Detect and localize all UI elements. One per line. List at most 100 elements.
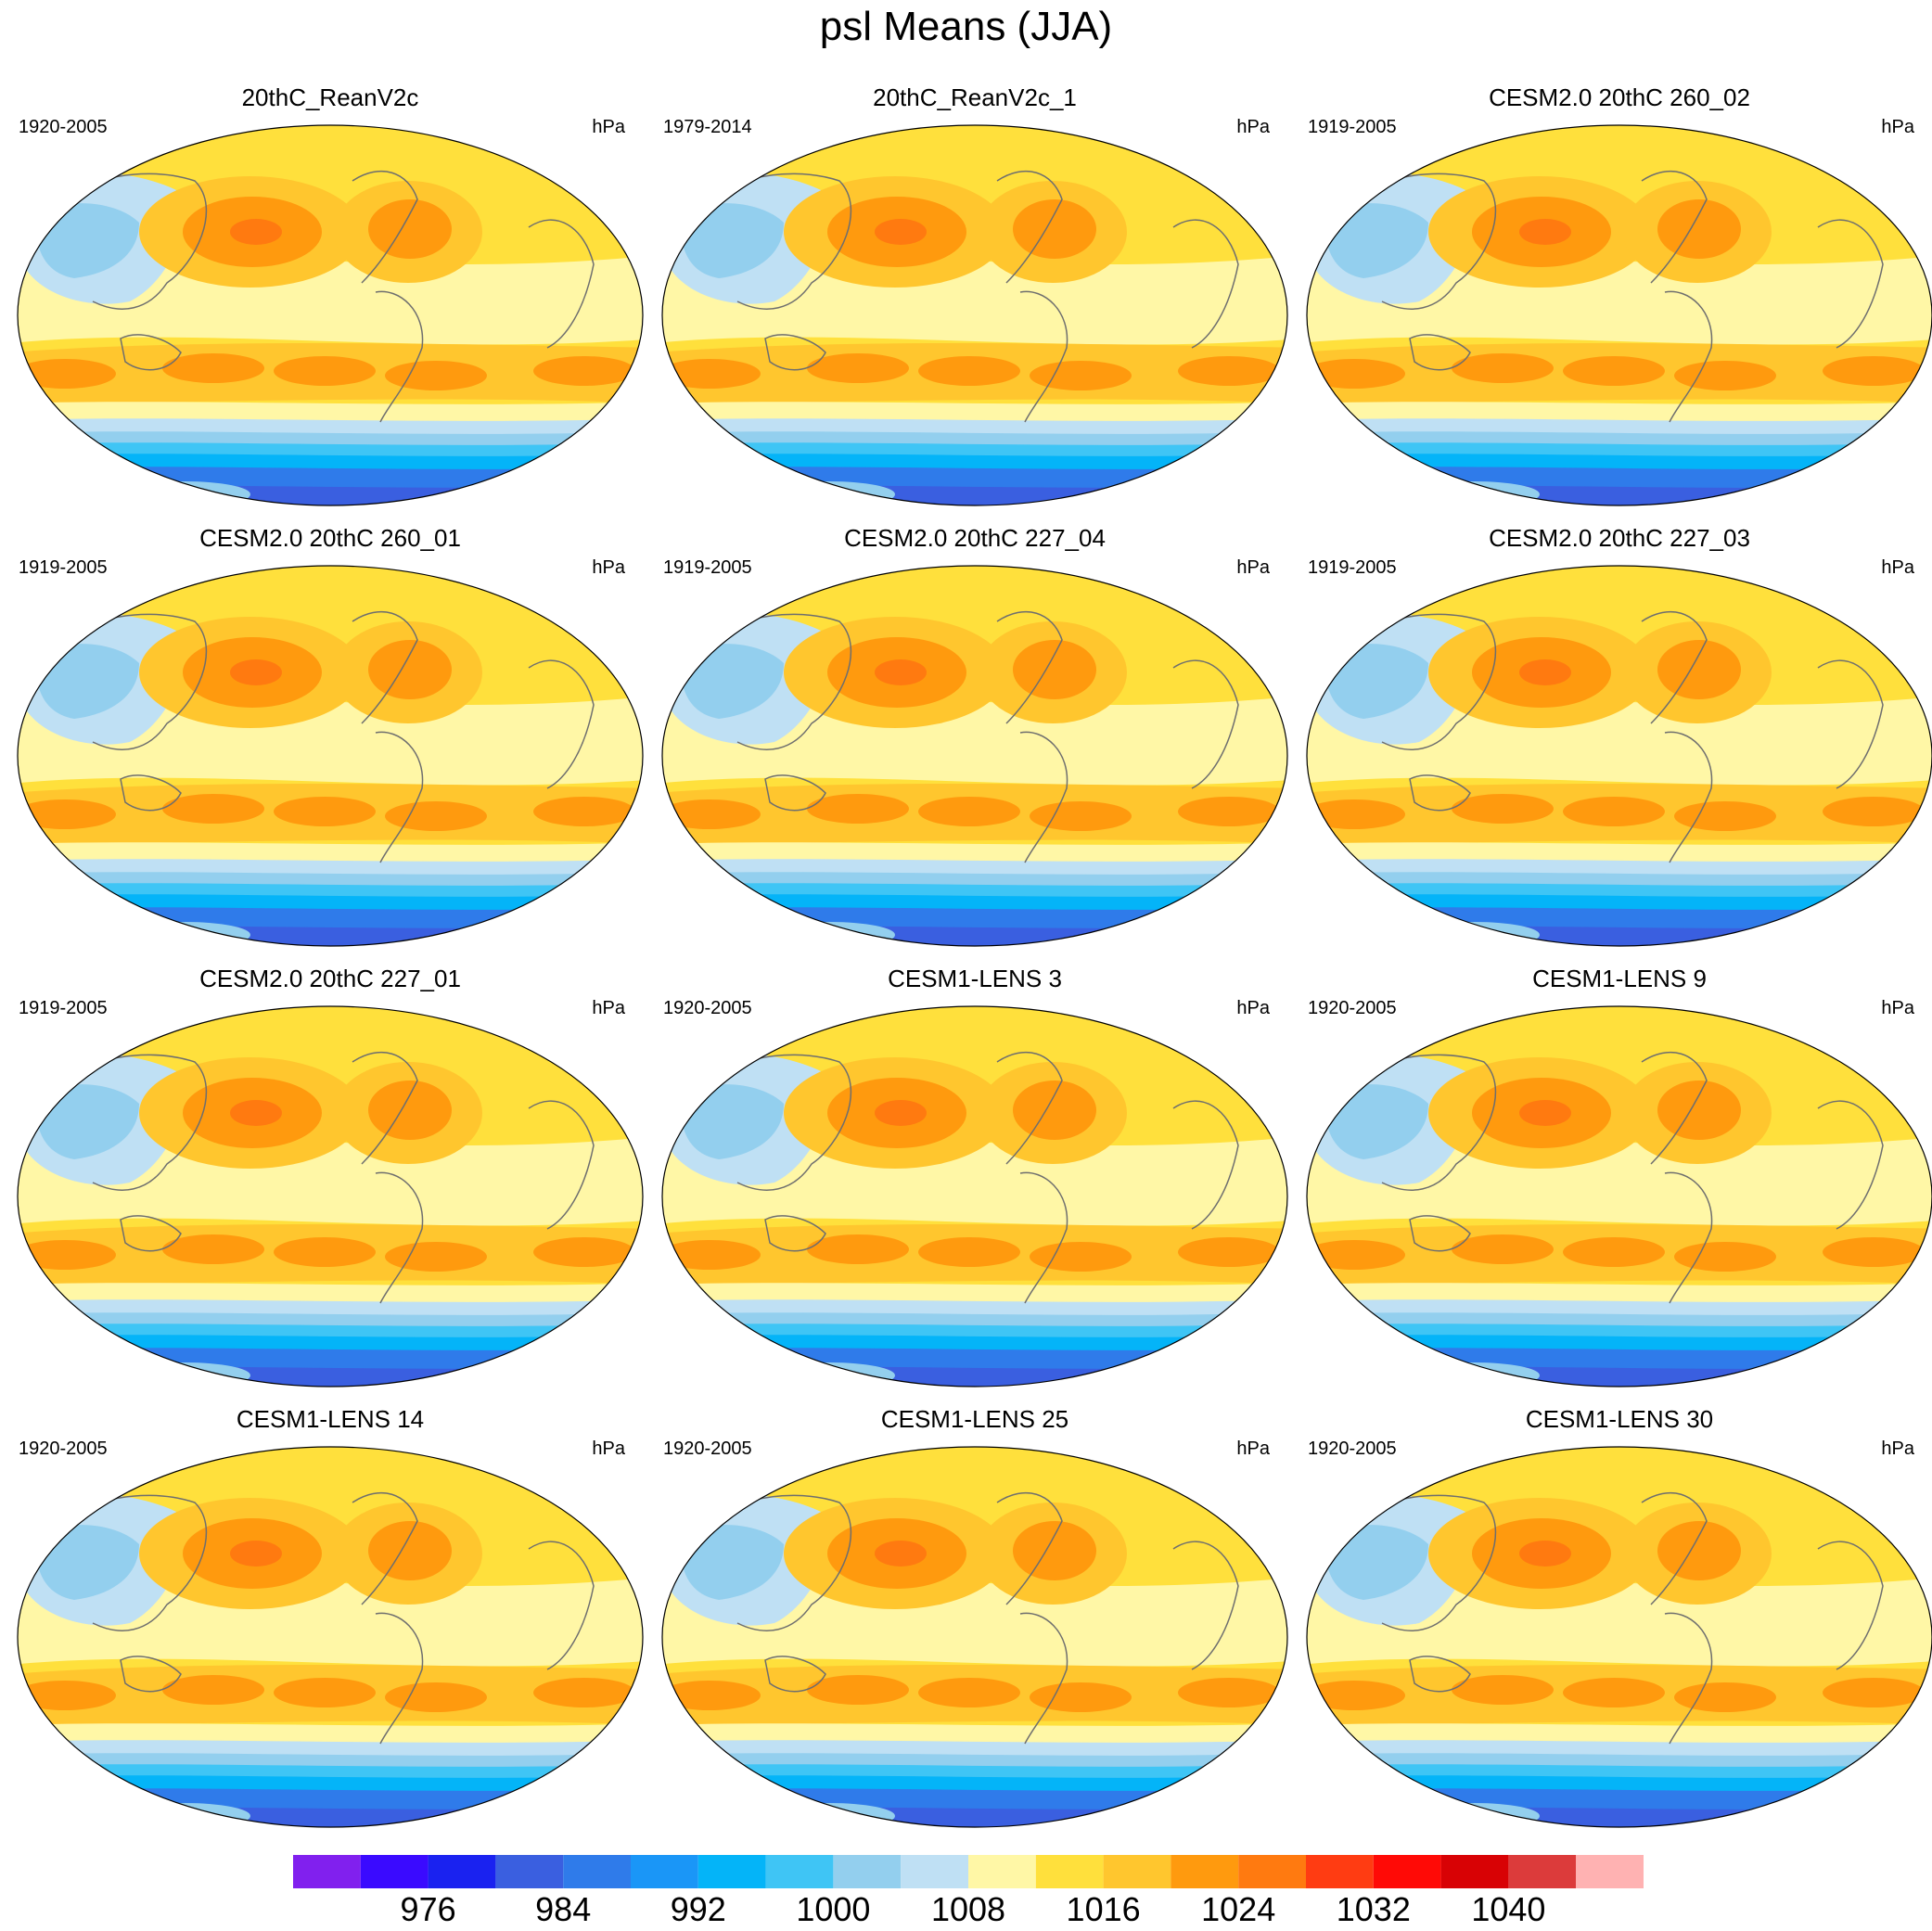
north-pacific-high-core bbox=[1519, 659, 1571, 685]
colorbar-swatch bbox=[1171, 1855, 1239, 1888]
coastline bbox=[1019, 731, 1068, 863]
map-panel: CESM2.0 20thC 227_04 1919-2005 hPa bbox=[654, 524, 1296, 960]
map-border bbox=[17, 124, 644, 506]
north-pacific-high-core bbox=[875, 1100, 927, 1126]
colorbar-swatch bbox=[833, 1855, 902, 1888]
coastline bbox=[1664, 731, 1713, 863]
southern-high-cell bbox=[1030, 1242, 1132, 1272]
southern-high-cell bbox=[274, 797, 376, 826]
map-border bbox=[1306, 1446, 1932, 1828]
panel-period: 1920-2005 bbox=[663, 998, 752, 1018]
panel-title: CESM1-LENS 3 bbox=[888, 965, 1062, 992]
colorbar-tick-label: 1032 bbox=[1336, 1890, 1411, 1928]
robinson-map bbox=[17, 565, 644, 947]
panel-title: CESM1-LENS 14 bbox=[236, 1405, 425, 1433]
panel-period: 1919-2005 bbox=[1308, 117, 1397, 137]
southern-ocean-band bbox=[662, 926, 1287, 946]
southern-high-cell bbox=[662, 1240, 761, 1270]
panel-units: hPa bbox=[1236, 117, 1270, 137]
southern-ocean-band bbox=[1307, 1807, 1932, 1827]
map-panel: CESM1-LENS 25 1920-2005 hPa bbox=[654, 1405, 1296, 1841]
coastline bbox=[120, 334, 182, 371]
tropical-low-band bbox=[662, 1136, 1287, 1226]
panel-units: hPa bbox=[1881, 1439, 1914, 1459]
southern-high-cell bbox=[1563, 797, 1665, 826]
southern-high-cell bbox=[385, 361, 487, 390]
coastline bbox=[1817, 1541, 1884, 1670]
southern-high-cell bbox=[807, 1234, 909, 1264]
southern-high-cell bbox=[1452, 353, 1554, 383]
panel-period: 1920-2005 bbox=[663, 1439, 752, 1459]
southern-high-cell bbox=[1563, 356, 1665, 386]
figure-title: psl Means (JJA) bbox=[819, 4, 1113, 49]
colorbar-swatch bbox=[901, 1855, 968, 1888]
coastline bbox=[1664, 1612, 1713, 1745]
panel-period: 1920-2005 bbox=[1308, 1439, 1397, 1459]
coastline bbox=[375, 731, 424, 863]
colorbar-swatch bbox=[293, 1855, 361, 1888]
southern-high-cell bbox=[662, 359, 761, 389]
tropical-low-band bbox=[1307, 1136, 1932, 1226]
panel-units: hPa bbox=[592, 117, 625, 137]
colorbar bbox=[293, 1855, 1644, 1888]
north-pacific-high-core bbox=[230, 219, 282, 245]
panel-units: hPa bbox=[592, 998, 625, 1018]
asian-low-inner bbox=[36, 1525, 139, 1600]
coastline bbox=[996, 1052, 1063, 1165]
coastline bbox=[764, 334, 826, 371]
southern-high-cell bbox=[1823, 1678, 1925, 1707]
colorbar-swatch bbox=[765, 1855, 834, 1888]
southern-high-cell bbox=[1823, 1237, 1925, 1267]
robinson-map bbox=[1306, 565, 1932, 947]
panel-period: 1920-2005 bbox=[19, 1439, 108, 1459]
southern-ocean-band bbox=[1307, 485, 1932, 505]
tropical-low-band bbox=[18, 1577, 643, 1667]
map-panel: 20thC_ReanV2c 1920-2005 hPa bbox=[9, 83, 651, 519]
southern-high-cell bbox=[918, 1678, 1020, 1707]
southern-ocean-band bbox=[1307, 926, 1932, 946]
azores-high-core bbox=[368, 199, 452, 259]
panel-period: 1919-2005 bbox=[663, 557, 752, 578]
southern-ocean-band bbox=[18, 485, 643, 505]
southern-high-cell bbox=[1030, 1682, 1132, 1712]
panel-period: 1919-2005 bbox=[1308, 557, 1397, 578]
antarctic-pressure-area bbox=[1410, 1362, 1540, 1387]
coastline bbox=[996, 611, 1063, 724]
southern-high-cell bbox=[385, 1682, 487, 1712]
antarctic-pressure-area bbox=[765, 922, 895, 946]
panel-title: CESM1-LENS 9 bbox=[1532, 965, 1707, 992]
north-pacific-high-core bbox=[1519, 1541, 1571, 1567]
panel-title: CESM2.0 20thC 227_04 bbox=[844, 524, 1106, 552]
colorbar-swatch bbox=[495, 1855, 564, 1888]
southern-high-cell bbox=[162, 1234, 264, 1264]
map-border bbox=[17, 565, 644, 947]
southern-high-cell bbox=[533, 1237, 635, 1267]
southern-high-cell bbox=[18, 1240, 116, 1270]
coastline bbox=[1817, 1100, 1884, 1230]
antarctic-pressure-area bbox=[765, 1803, 895, 1827]
panel-title: 20thC_ReanV2c bbox=[241, 83, 419, 111]
panel-units: hPa bbox=[1881, 557, 1914, 578]
tropical-low-band bbox=[662, 255, 1287, 345]
southern-high-cell bbox=[1307, 799, 1405, 829]
southern-ocean-band bbox=[18, 1807, 643, 1827]
antarctic-pressure-area bbox=[765, 1362, 895, 1387]
colorbar-swatch bbox=[1373, 1855, 1441, 1888]
colorbar-swatch bbox=[697, 1855, 766, 1888]
map-panel: CESM1-LENS 14 1920-2005 hPa bbox=[9, 1405, 651, 1841]
colorbar-tick-label: 992 bbox=[670, 1890, 726, 1928]
southern-high-cell bbox=[1030, 801, 1132, 831]
southern-high-cell bbox=[1178, 356, 1280, 386]
southern-ocean-band bbox=[18, 926, 643, 946]
asian-low-inner bbox=[36, 644, 139, 719]
colorbar-tick-label: 984 bbox=[535, 1890, 592, 1928]
map-border bbox=[661, 1446, 1288, 1828]
north-pacific-high-core bbox=[230, 1100, 282, 1126]
southern-high-cell bbox=[1178, 1678, 1280, 1707]
tropical-low-band bbox=[18, 1136, 643, 1226]
coastline bbox=[352, 1492, 418, 1605]
map-panel: CESM1-LENS 3 1920-2005 hPa bbox=[654, 965, 1296, 1400]
azores-high-core bbox=[1657, 640, 1741, 699]
panel-period: 1979-2014 bbox=[663, 117, 752, 137]
robinson-map bbox=[661, 565, 1288, 947]
